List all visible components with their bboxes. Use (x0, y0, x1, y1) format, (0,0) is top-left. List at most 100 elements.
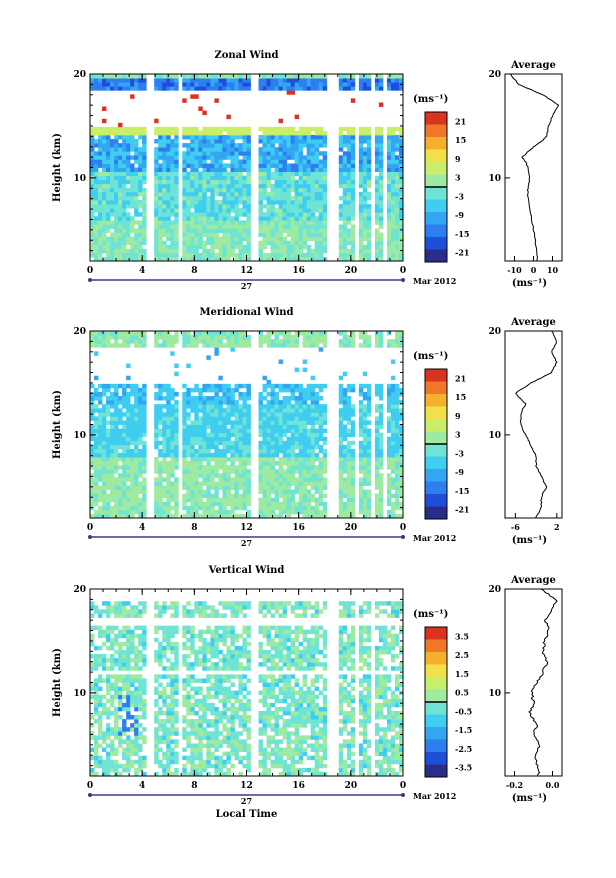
heatmap-cell (170, 339, 174, 343)
heatmap-cell (247, 82, 251, 86)
heatmap-cell (315, 477, 319, 481)
heatmap-cell (375, 461, 379, 465)
heatmap-cell (206, 237, 210, 241)
heatmap-cell (291, 473, 295, 477)
heatmap-cell (194, 408, 198, 412)
heatmap-cell (202, 453, 206, 457)
heatmap-cell (238, 384, 242, 388)
heatmap-cell (90, 715, 94, 719)
heatmap-cell (299, 184, 303, 188)
heatmap-cell (319, 188, 323, 192)
heatmap-cell (106, 396, 110, 400)
heatmap-cell (214, 139, 218, 143)
heatmap-cell (226, 437, 230, 441)
x-tick-label: 8 (191, 266, 197, 276)
heatmap-cell (102, 502, 106, 506)
heatmap-cell (247, 420, 251, 424)
heatmap-cell (283, 155, 287, 159)
heatmap-cell (315, 445, 319, 449)
heatmap-cell (291, 127, 295, 131)
heatmap-cell (190, 388, 194, 392)
heatmap-cell (182, 200, 186, 204)
heatmap-cell (395, 339, 399, 343)
heatmap-cell (158, 461, 162, 465)
heatmap-cell (234, 172, 238, 176)
heatmap-cell (347, 204, 351, 208)
heatmap-cell (170, 204, 174, 208)
heatmap-cell (102, 457, 106, 461)
heatmap-cell (102, 343, 106, 347)
heatmap-cell (118, 168, 122, 172)
heatmap-cell (206, 355, 210, 359)
heatmap-cell (90, 638, 94, 642)
heatmap-cell (118, 477, 122, 481)
heatmap-cell (375, 249, 379, 253)
heatmap-cell (190, 473, 194, 477)
heatmap-cell (194, 135, 198, 139)
heatmap-cell (174, 131, 178, 135)
heatmap-cell (214, 220, 218, 224)
heatmap-cell (275, 159, 279, 163)
heatmap-cell (323, 408, 327, 412)
heatmap-cell (158, 241, 162, 245)
heatmap-cell (395, 469, 399, 473)
heatmap-cell (287, 490, 291, 494)
heatmap-cell (303, 245, 307, 249)
heatmap-cell (323, 204, 327, 208)
heatmap-cell (158, 188, 162, 192)
heatmap-cell (375, 163, 379, 167)
x-tick-label: 0 (400, 266, 406, 276)
heatmap-cell (174, 498, 178, 502)
heatmap-cell (319, 163, 323, 167)
heatmap-cell (259, 139, 263, 143)
heatmap-cell (351, 228, 355, 232)
heatmap-cell (170, 139, 174, 143)
heatmap-cell (126, 485, 130, 489)
heatmap-cell (222, 485, 226, 489)
heatmap-cell (311, 477, 315, 481)
heatmap-cell (122, 245, 126, 249)
heatmap-cell (130, 176, 134, 180)
heatmap-cell (343, 82, 347, 86)
heatmap-cell (98, 396, 102, 400)
heatmap-cell (275, 163, 279, 167)
heatmap-cell (226, 204, 230, 208)
heatmap-cell (226, 115, 230, 119)
heatmap-cell (295, 147, 299, 151)
heatmap-cell (267, 200, 271, 204)
heatmap-cell (198, 135, 202, 139)
heatmap-cell (247, 494, 251, 498)
heatmap-cell (307, 151, 311, 155)
heatmap-cell (263, 445, 267, 449)
heatmap-cell (118, 127, 122, 131)
heatmap-cell (186, 392, 190, 396)
heatmap-cell (307, 192, 311, 196)
heatmap-cell (315, 237, 319, 241)
heatmap-cell (182, 237, 186, 241)
heatmap-cell (126, 425, 130, 429)
heatmap-cell (182, 429, 186, 433)
heatmap-cell (379, 86, 383, 90)
heatmap-cell (303, 204, 307, 208)
heatmap-cell (395, 127, 399, 131)
heatmap-cell (315, 82, 319, 86)
heatmap-cell (210, 473, 214, 477)
heatmap-cell (230, 445, 234, 449)
heatmap-cell (130, 473, 134, 477)
heatmap-cell (295, 404, 299, 408)
heatmap-cell (303, 469, 307, 473)
heatmap-cell (122, 237, 126, 241)
heatmap-cell (94, 351, 98, 355)
heatmap-cell (206, 208, 210, 212)
heatmap-cell (134, 220, 138, 224)
heatmap-cell (267, 86, 271, 90)
heatmap-cell (395, 253, 399, 257)
heatmap-cell (267, 184, 271, 188)
heatmap-cell (202, 449, 206, 453)
heatmap-cell (206, 465, 210, 469)
heatmap-cell (186, 220, 190, 224)
heatmap-cell (222, 477, 226, 481)
heatmap-cell (186, 429, 190, 433)
heatmap-cell (190, 437, 194, 441)
heatmap-cell (122, 502, 126, 506)
